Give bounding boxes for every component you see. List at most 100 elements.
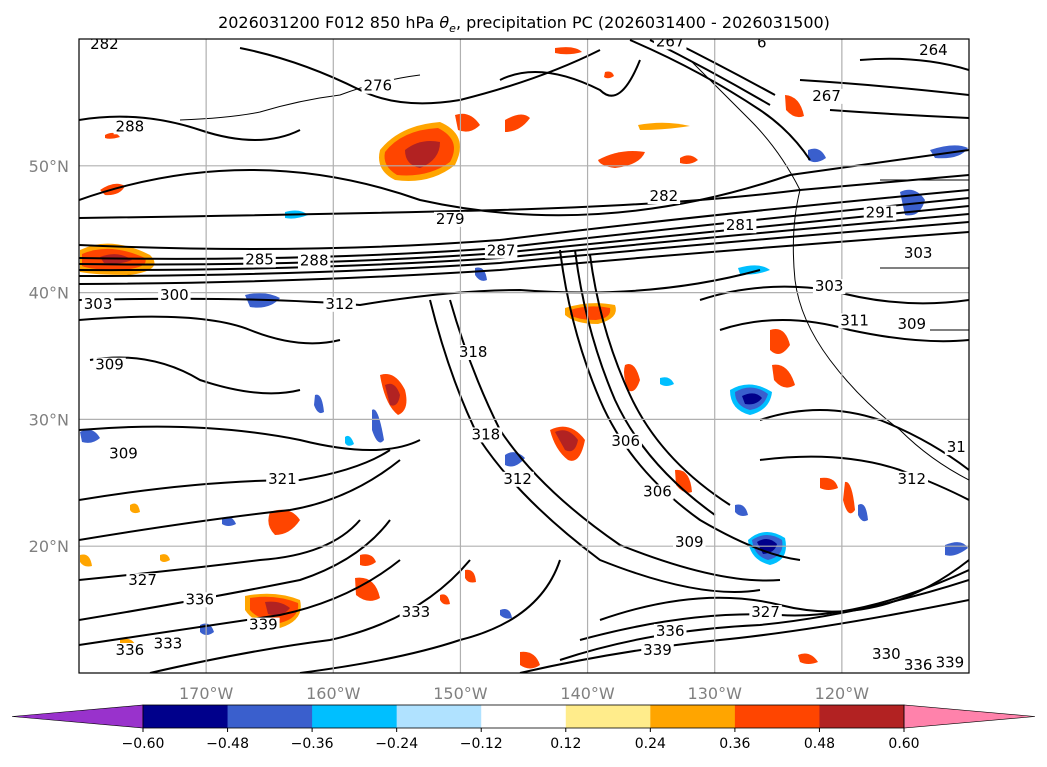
contour-label: 264 xyxy=(919,41,948,59)
colorbar-tick-label: 0.12 xyxy=(550,736,581,752)
contour-label: 309 xyxy=(95,356,124,374)
colorbar-segment xyxy=(312,705,398,728)
contour-label-bg xyxy=(641,642,674,658)
contour-label: 303 xyxy=(815,277,844,295)
contour-label: 279 xyxy=(436,210,465,228)
lon-tick-label: 120°W xyxy=(815,684,870,703)
contour-label-bg xyxy=(653,623,687,639)
contour-label: 318 xyxy=(472,425,501,443)
contour-label: 339 xyxy=(643,641,672,659)
contour-label: 336 xyxy=(656,622,685,640)
gridlines xyxy=(79,39,969,673)
colorbar-extend-min xyxy=(11,704,144,729)
chart-title: 2026031200 F012 850 hPa θe, precipitatio… xyxy=(218,13,830,35)
contour-label: 333 xyxy=(402,603,431,621)
map-panel xyxy=(79,39,969,673)
contour-label-bg xyxy=(266,471,299,487)
title-prefix: 2026031200 F012 850 hPa xyxy=(218,13,439,32)
contour-label-bg xyxy=(151,636,185,652)
colorbar-tick-label: −0.12 xyxy=(460,736,503,752)
theta-e-contours xyxy=(79,39,969,673)
lat-tick-label: 30°N xyxy=(29,410,69,429)
colorbar-tick-label: −0.60 xyxy=(122,736,165,752)
contour-label-bg xyxy=(870,646,903,662)
contour-label-bg xyxy=(917,43,950,59)
lat-tick-label: 20°N xyxy=(29,537,69,556)
lon-tick-label: 130°W xyxy=(688,684,743,703)
contour-label: 321 xyxy=(268,470,297,488)
contour-label: 336 xyxy=(904,656,933,674)
colorbar-outline xyxy=(142,704,905,729)
colorbar-segment xyxy=(481,705,567,728)
contour-label-bg xyxy=(863,205,897,221)
contour-label-bg xyxy=(434,211,467,227)
contour-label-bg xyxy=(297,253,331,269)
contour-label-bg xyxy=(399,604,433,620)
contour-label-bg xyxy=(484,243,518,259)
colorbar-segment xyxy=(819,705,905,728)
contour-label: 282 xyxy=(650,187,679,205)
contour-label: 330 xyxy=(872,645,901,663)
contour-label: 327 xyxy=(751,603,780,621)
contour-label: 288 xyxy=(300,252,329,270)
lon-tick-label: 140°W xyxy=(560,684,615,703)
contour-label: 285 xyxy=(245,250,274,268)
contour-label-bg xyxy=(113,119,147,135)
colorbar-segment xyxy=(227,705,313,728)
title-suffix: , precipitation PC (2026031400 - 2026031… xyxy=(456,13,830,32)
contour-label-bg xyxy=(456,345,490,360)
contour-label: 267 xyxy=(812,87,841,105)
contour-label-bg xyxy=(749,604,782,620)
contour-label-bg xyxy=(609,433,642,449)
contour-label-bg xyxy=(944,440,968,456)
contour-label: 303 xyxy=(84,295,113,313)
colorbar-tick-label: 0.60 xyxy=(888,736,919,752)
contour-label: 306 xyxy=(643,482,672,500)
contour-label-bg xyxy=(673,535,706,551)
contour-label: 309 xyxy=(675,533,704,551)
colorbar-tick-label: −0.24 xyxy=(375,736,418,752)
contour-label: 311 xyxy=(840,311,869,329)
contour-label-bg xyxy=(107,446,140,462)
colorbar-tick-label: 0.36 xyxy=(719,736,750,752)
contour-label-bg xyxy=(933,655,967,671)
contour-label: 6 xyxy=(757,34,767,52)
contour-label: 287 xyxy=(487,242,516,260)
contour-label-bg xyxy=(183,592,217,608)
contour-label-bg xyxy=(88,39,121,52)
contour-label: 288 xyxy=(116,117,145,135)
contour-label-bg xyxy=(895,317,929,333)
contour-label: 303 xyxy=(904,244,933,262)
contour-label-bg xyxy=(469,427,503,443)
contour-label-bg xyxy=(126,573,159,589)
colorbar-segment xyxy=(734,705,820,728)
contour-label: 309 xyxy=(897,315,926,333)
colorbar-tick-label: 0.24 xyxy=(635,736,666,752)
longitude-tick-labels: 170°W 160°W 150°W 140°W 130°W 120°W xyxy=(179,684,869,703)
contour-label: 309 xyxy=(109,444,138,462)
contour-label: 306 xyxy=(611,432,640,450)
contour-label-bg xyxy=(158,287,191,303)
map-frame xyxy=(78,38,970,674)
contour-label-bg xyxy=(243,252,276,268)
contour-label: 267 xyxy=(656,32,685,50)
contour-label-bg xyxy=(755,39,769,51)
contour-label: 339 xyxy=(249,616,278,634)
contour-label: 318 xyxy=(459,343,488,361)
title-theta: θ xyxy=(439,13,449,32)
contour-label-bg xyxy=(647,189,681,205)
contour-label: 276 xyxy=(363,77,392,95)
contour-label-bg xyxy=(361,78,395,94)
contour-label: 336 xyxy=(116,641,145,659)
lon-tick-label: 150°W xyxy=(433,684,488,703)
contour-label: 31 xyxy=(947,438,966,456)
colorbar-tick-label: −0.48 xyxy=(206,736,249,752)
contour-label-bg xyxy=(895,471,929,487)
contour-label-bg xyxy=(810,88,843,104)
contour-label-bg xyxy=(641,484,674,500)
contour-label-bg xyxy=(901,246,935,262)
contour-label: 291 xyxy=(866,204,895,222)
contour-label: 282 xyxy=(90,35,119,53)
colorbar-tick-label: 0.48 xyxy=(804,736,835,752)
contour-label: 312 xyxy=(503,470,532,488)
